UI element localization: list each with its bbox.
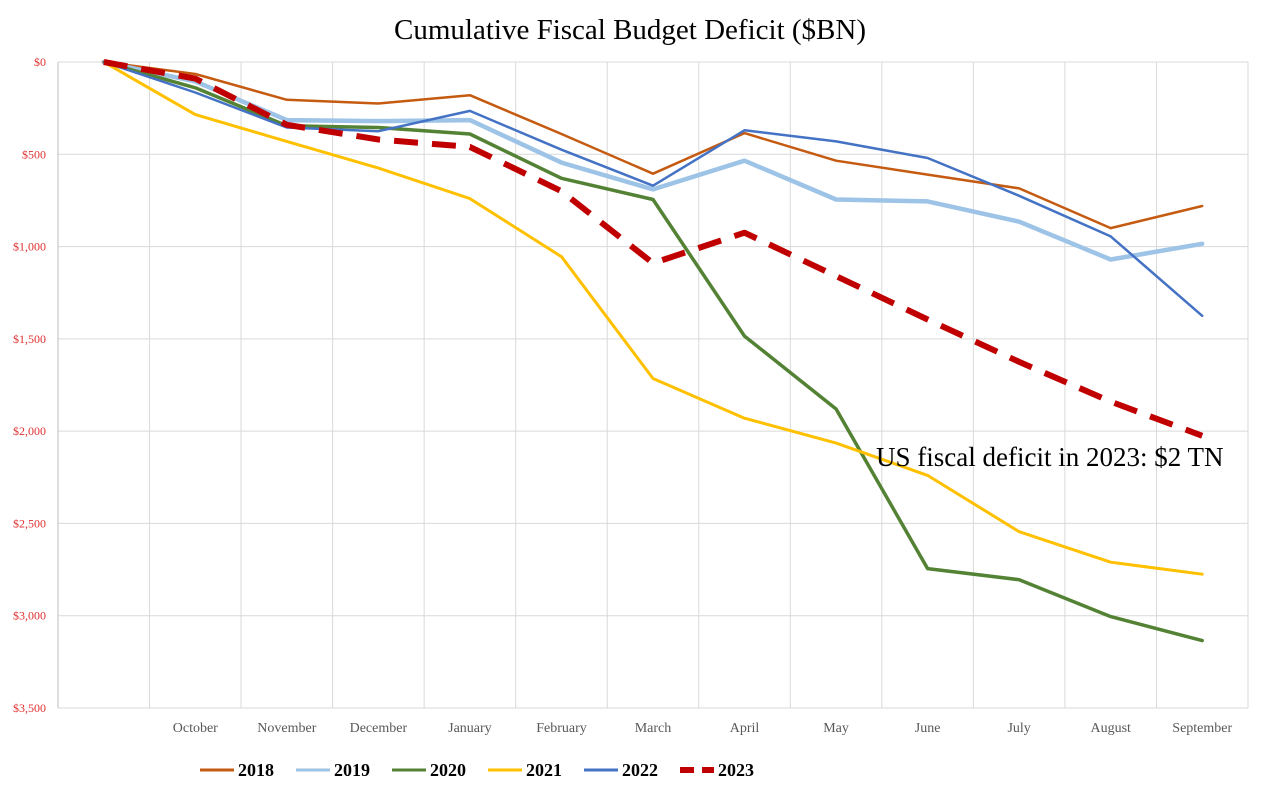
x-tick-label: October <box>173 721 218 736</box>
y-tick-label: $1,500 <box>13 332 46 346</box>
legend-label: 2019 <box>334 760 370 780</box>
y-tick-label: $0 <box>34 55 46 69</box>
x-tick-label: September <box>1172 721 1232 736</box>
legend-item-2021: 2021 <box>488 760 562 780</box>
legend-item-2020: 2020 <box>392 760 466 780</box>
legend-item-2019: 2019 <box>296 760 370 780</box>
legend-label: 2022 <box>622 760 658 780</box>
chart-title: Cumulative Fiscal Budget Deficit ($BN) <box>394 14 866 46</box>
x-tick-label: August <box>1090 721 1131 736</box>
y-tick-label: $3,500 <box>13 701 46 715</box>
x-tick-label: May <box>823 721 849 736</box>
chart: Cumulative Fiscal Budget Deficit ($BN) $… <box>0 0 1280 796</box>
x-tick-label: January <box>448 721 492 736</box>
x-tick-label: November <box>257 721 316 736</box>
x-tick-label: July <box>1007 721 1030 736</box>
x-tick-label: June <box>915 721 941 736</box>
legend-item-2022: 2022 <box>584 760 658 780</box>
series-line-2021 <box>104 62 1202 574</box>
x-tick-label: February <box>536 721 587 736</box>
legend: 2018 2019 2020 2021 2022 2023 <box>200 760 754 780</box>
x-tick-label: March <box>635 721 672 736</box>
legend-label: 2020 <box>430 760 466 780</box>
y-tick-label: $1,000 <box>13 240 46 254</box>
legend-label: 2021 <box>526 760 562 780</box>
y-tick-label: $3,000 <box>13 609 46 623</box>
y-axis: $0 $500 $1,000 $1,500 $2,000 $2,500 $3,000 $3,5… <box>13 55 46 715</box>
legend-label: 2018 <box>238 760 274 780</box>
x-axis: October November December January February Ma… <box>173 721 1233 736</box>
series-line-2020 <box>104 62 1202 641</box>
x-tick-label: December <box>350 721 408 736</box>
series-line-2019 <box>104 62 1202 260</box>
series-lines <box>104 62 1202 641</box>
y-tick-label: $2,500 <box>13 516 46 530</box>
legend-item-2023: 2023 <box>680 760 754 780</box>
x-tick-label: April <box>730 721 760 736</box>
y-tick-label: $2,000 <box>13 424 46 438</box>
legend-item-2018: 2018 <box>200 760 274 780</box>
legend-label: 2023 <box>718 760 754 780</box>
y-tick-label: $500 <box>22 147 46 161</box>
annotation-label: US fiscal deficit in 2023: $2 TN <box>876 442 1223 472</box>
gridlines <box>58 62 1248 708</box>
